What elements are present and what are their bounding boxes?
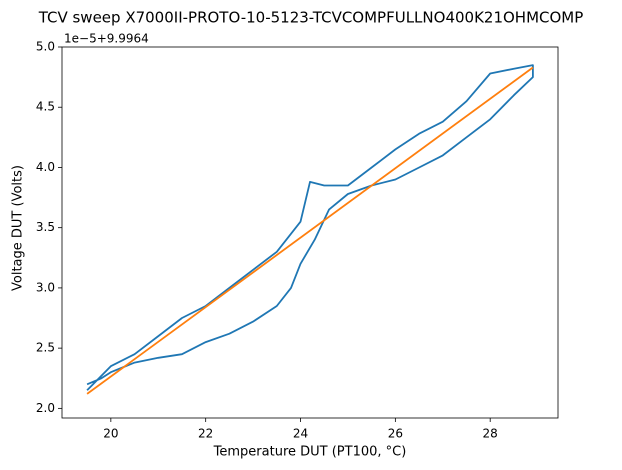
y-tick-label: 5.0 xyxy=(36,40,55,54)
x-tick-label: 26 xyxy=(388,427,403,441)
y-axis-label: Voltage DUT (Volts) xyxy=(11,165,26,291)
y-tick-label: 3.0 xyxy=(36,280,55,294)
data-line xyxy=(86,66,534,395)
x-tick-label: 28 xyxy=(483,427,498,441)
x-tick-label: 24 xyxy=(293,427,308,441)
x-tick-label: 20 xyxy=(103,427,118,441)
x-axis-label: Temperature DUT (PT100, °C) xyxy=(213,445,407,460)
y-tick-label: 4.0 xyxy=(36,160,55,174)
axes-frame xyxy=(61,46,559,419)
plot-area: 20 22 24 26 28 2.0 2.5 3.0 3.5 4.0 4.5 5.0 xyxy=(36,40,534,441)
data-line xyxy=(86,64,534,391)
x-tick-label: 22 xyxy=(198,427,213,441)
y-tick-label: 3.5 xyxy=(36,220,55,234)
offset-text: 1e−5+9.9964 xyxy=(64,32,149,46)
y-tick-label: 2.5 xyxy=(36,341,55,355)
y-tick-label: 4.5 xyxy=(36,100,55,114)
chart-title: TCV sweep X7000II-PROTO-10-5123-TCVCOMPF… xyxy=(38,9,584,27)
y-tick-label: 2.0 xyxy=(36,401,55,415)
